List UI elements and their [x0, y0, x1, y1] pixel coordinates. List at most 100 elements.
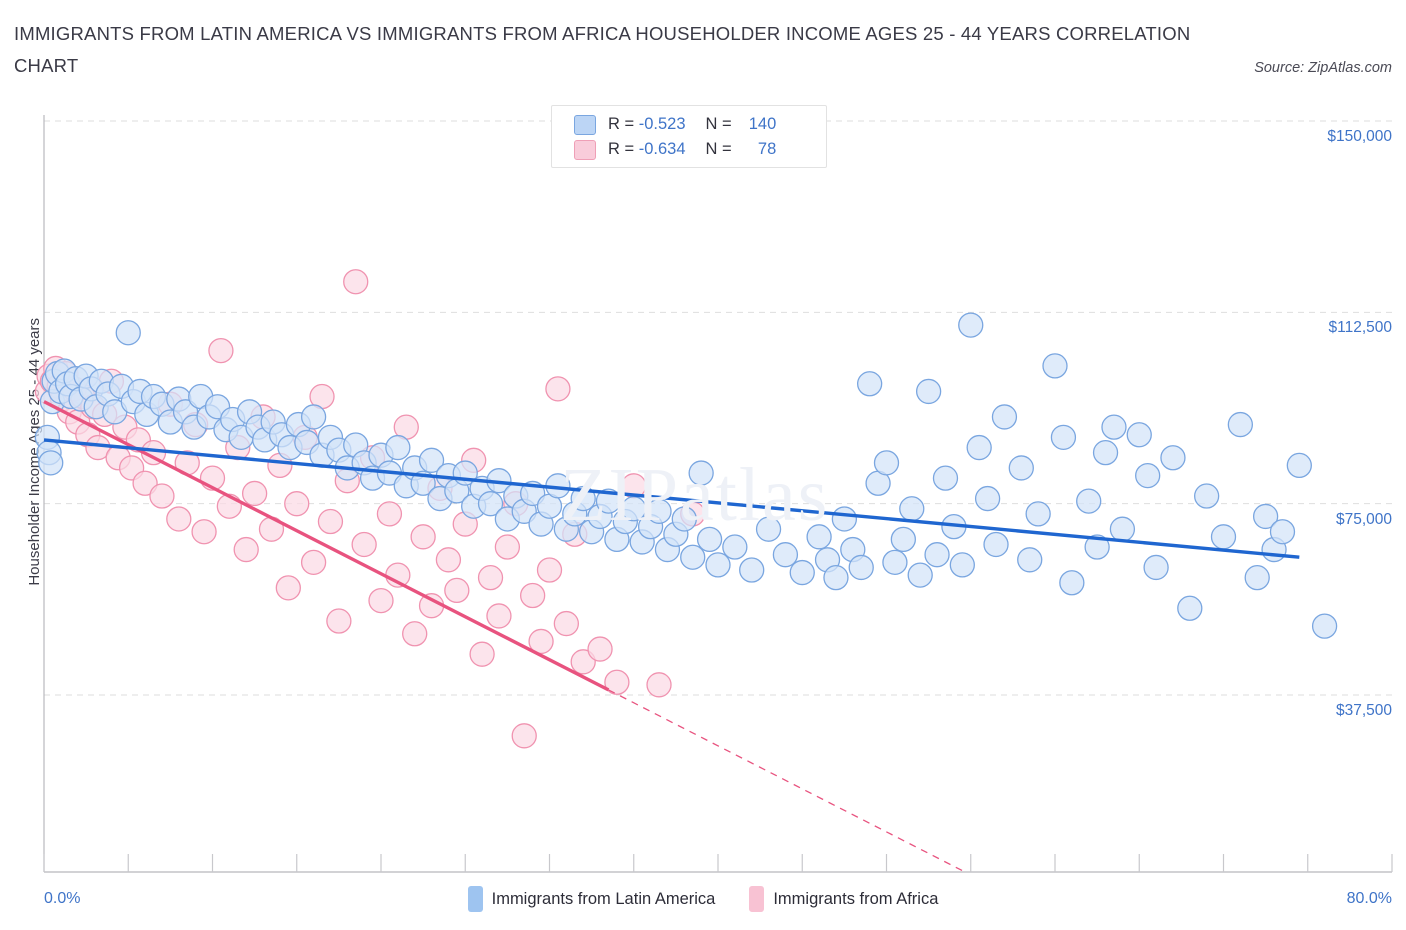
data-point — [966, 434, 992, 461]
data-point — [1042, 353, 1068, 379]
data-point — [241, 480, 268, 507]
data-point — [1177, 595, 1203, 621]
data-point — [536, 557, 563, 583]
data-point — [132, 470, 158, 496]
data-point — [511, 723, 537, 749]
data-point — [680, 544, 706, 570]
x-axis-ticks — [43, 854, 1393, 872]
data-point — [848, 554, 874, 581]
data-point — [705, 552, 731, 578]
data-point — [739, 557, 765, 583]
data-point — [949, 552, 975, 578]
correlation-legend: R = -0.523 N = 140 R = -0.634 N = 78 — [551, 105, 827, 168]
y-axis-tick-label: $112,500 — [1328, 319, 1393, 337]
data-point — [410, 524, 436, 550]
data-point — [1311, 613, 1338, 639]
series-legend: Immigrants from Latin America Immigrants… — [0, 886, 1406, 912]
source-attribution: Source: ZipAtlas.com — [1254, 60, 1392, 76]
data-point — [570, 485, 596, 512]
data-point — [545, 376, 571, 402]
data-point — [115, 320, 141, 346]
data-point — [1252, 503, 1279, 530]
data-point — [899, 496, 925, 522]
data-point — [688, 460, 714, 486]
legend-stats-africa: R = -0.634 N = 78 — [608, 140, 777, 158]
y-axis-tick-label: $75,000 — [1335, 510, 1392, 528]
data-point — [958, 312, 984, 338]
data-point — [418, 447, 445, 473]
data-point — [646, 672, 672, 698]
data-point — [520, 582, 546, 609]
data-point — [595, 488, 622, 514]
data-point — [300, 549, 327, 575]
data-point — [1244, 564, 1270, 591]
chart-header: IMMIGRANTS FROM LATIN AMERICA VS IMMIGRA… — [14, 18, 1214, 82]
trendline — [43, 438, 1300, 559]
data-point — [1194, 483, 1220, 509]
data-point — [477, 564, 504, 591]
series-label-latin-america: Immigrants from Latin America — [491, 889, 716, 908]
data-point — [284, 491, 310, 517]
data-point — [882, 549, 908, 575]
data-point — [368, 587, 394, 614]
data-point — [275, 575, 301, 601]
series-legend-item-africa[interactable]: Immigrants from Africa — [749, 886, 938, 912]
trendline-latin-america — [43, 438, 1300, 559]
data-point — [1017, 547, 1043, 573]
x-axis-min-label: 0.0% — [44, 890, 81, 907]
legend-swatch-latin-america — [574, 114, 596, 135]
data-point — [149, 483, 175, 509]
data-point — [528, 628, 554, 655]
data-point — [932, 465, 959, 491]
data-point — [486, 603, 512, 629]
data-point — [1101, 414, 1127, 440]
data-point — [890, 526, 916, 553]
page-title-continuation: CHART — [14, 55, 79, 76]
data-point — [376, 501, 403, 527]
data-point — [1008, 455, 1034, 481]
data-point — [166, 506, 192, 532]
data-point — [983, 531, 1009, 558]
legend-stats-latin-america: R = -0.523 N = 140 — [608, 115, 777, 133]
data-point — [402, 621, 428, 647]
data-point — [671, 506, 697, 532]
legend-row: R = -0.523 N = 140 — [552, 112, 826, 137]
data-point — [1059, 570, 1085, 596]
series-swatch-latin-america — [467, 886, 483, 912]
data-point — [570, 649, 596, 675]
series-legend-item-latin-america[interactable]: Immigrants from Latin America — [467, 886, 716, 912]
data-point — [494, 534, 521, 560]
data-point — [1135, 462, 1161, 489]
data-point — [755, 516, 782, 542]
data-point — [621, 496, 647, 522]
page-title: IMMIGRANTS FROM LATIN AMERICA VS IMMIGRA… — [14, 23, 1191, 44]
data-point — [806, 524, 832, 550]
data-point — [191, 519, 217, 545]
legend-row: R = -0.634 N = 78 — [552, 137, 826, 162]
data-point — [772, 542, 799, 568]
data-point — [435, 547, 462, 573]
data-point — [873, 450, 900, 476]
data-point — [857, 371, 883, 397]
data-point — [1269, 519, 1296, 545]
data-point — [907, 562, 933, 588]
data-point — [385, 434, 411, 461]
data-point — [1286, 452, 1312, 479]
series-label-africa: Immigrants from Africa — [773, 889, 939, 908]
data-point — [587, 636, 613, 662]
data-point — [789, 559, 815, 586]
data-point — [646, 498, 672, 524]
data-point — [1126, 422, 1152, 448]
data-point — [1210, 524, 1237, 550]
data-point — [1160, 445, 1186, 471]
data-point — [915, 378, 942, 405]
data-point — [469, 641, 495, 667]
data-point — [1025, 501, 1051, 527]
data-point — [317, 508, 344, 535]
data-point — [326, 608, 352, 634]
data-point — [233, 536, 259, 563]
data-point — [38, 450, 64, 476]
data-point — [1050, 424, 1077, 450]
data-point — [343, 269, 369, 295]
